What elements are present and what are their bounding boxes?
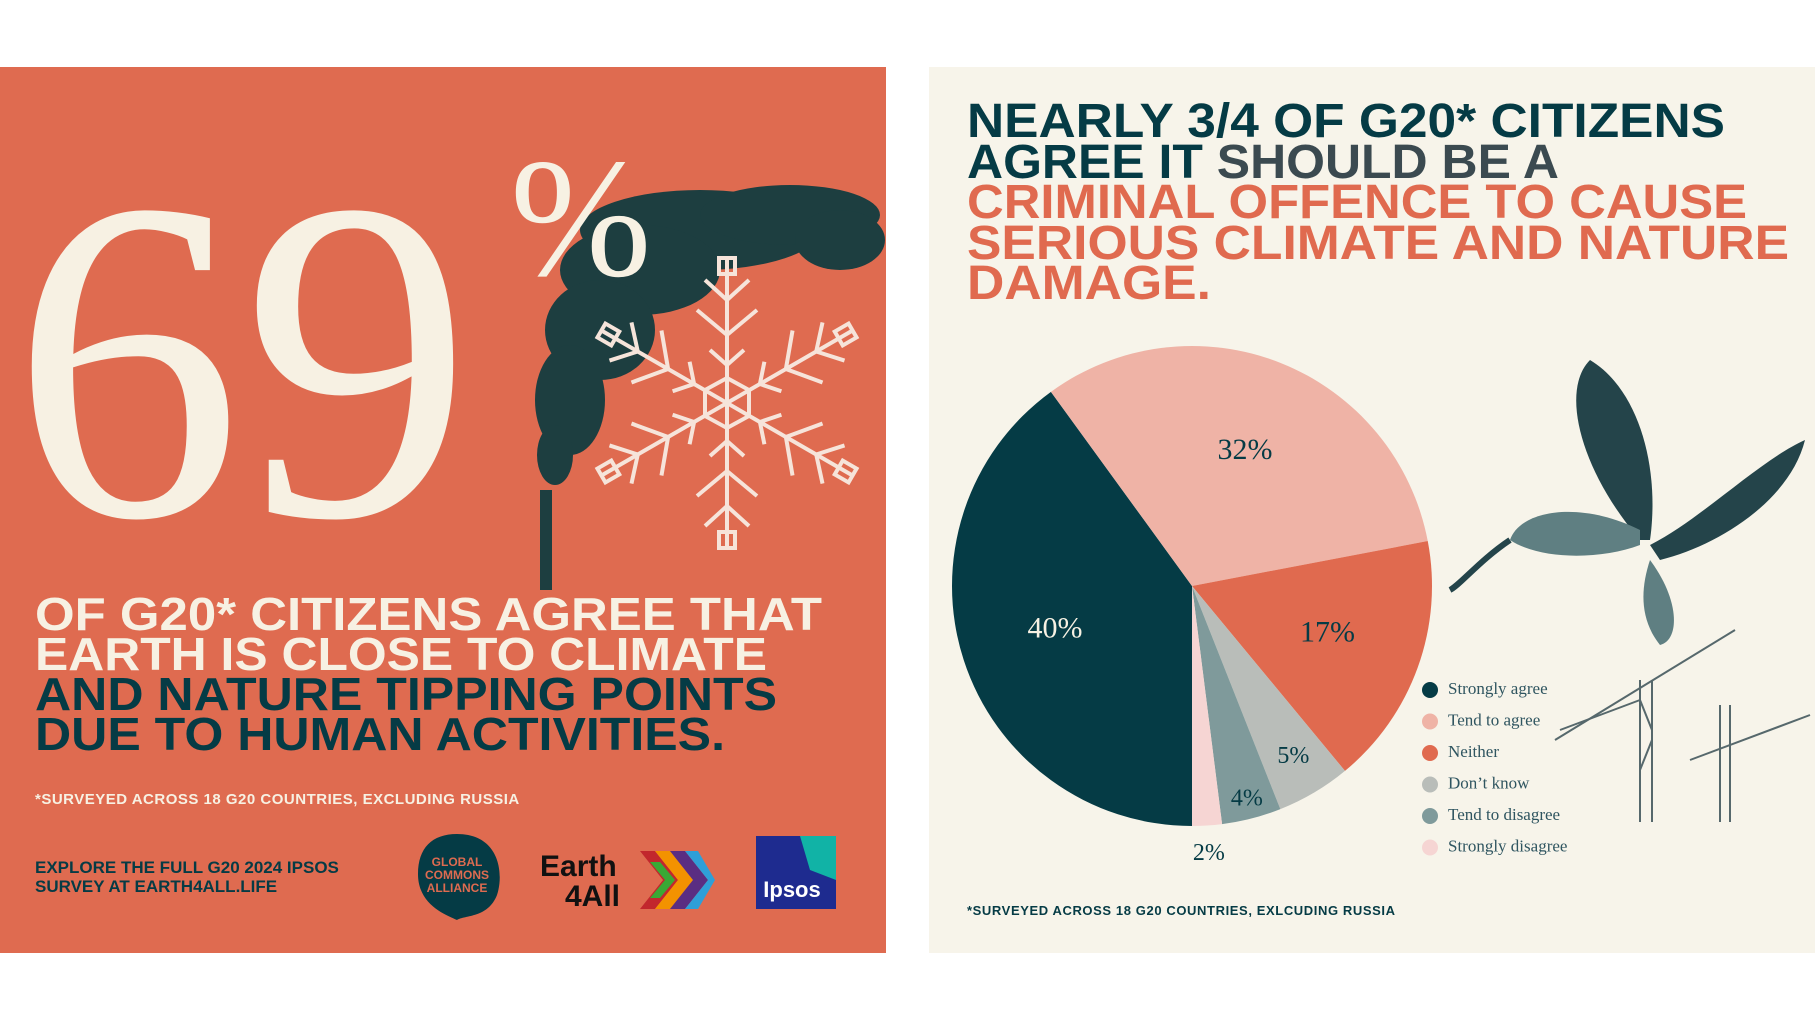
logo-ipsos: Ipsos — [756, 836, 836, 909]
logo-gca: GLOBAL COMMONS ALLIANCE — [418, 834, 500, 920]
pie-slice — [1192, 586, 1345, 810]
legend-label: Strongly disagree — [1448, 836, 1567, 855]
logo-text: ALLIANCE — [427, 881, 488, 895]
logo-text: Earth — [540, 850, 617, 883]
logo-text: COMMONS — [425, 868, 489, 882]
cta-line: EXPLORE THE FULL G20 2024 IPSOS — [35, 858, 339, 877]
chimney — [540, 490, 552, 590]
legend-label: Tend to disagree — [1448, 805, 1560, 824]
headline-line: DUE TO HUMAN ACTIVITIES. — [35, 708, 725, 760]
pie-slice — [1050, 345, 1428, 586]
logo-text: 4All — [565, 880, 620, 913]
headline-line: OF G20* CITIZENS AGREE THAT — [35, 588, 822, 640]
legend-label: Tend to agree — [1448, 710, 1540, 729]
title-line: DAMAGE. — [967, 257, 1211, 310]
snowflake — [584, 256, 870, 550]
headline-line: AND NATURE TIPPING POINTS — [35, 668, 777, 720]
pie-slice — [1192, 541, 1433, 771]
title-part: AGREE IT — [967, 136, 1203, 189]
title-part: DAMAGE. — [967, 257, 1211, 310]
value-label: 17% — [1300, 616, 1355, 649]
legend-swatch — [1422, 745, 1438, 761]
legend-label: Strongly agree — [1448, 679, 1548, 698]
legend-label: Neither — [1448, 742, 1499, 761]
big-number-unit: % — [510, 124, 652, 312]
logo-text: GLOBAL — [432, 855, 483, 869]
pie-slice — [952, 391, 1192, 826]
value-label: 4% — [1231, 785, 1263, 811]
footnote: *SURVEYED ACROSS 18 G20 COUNTRIES, EXLCU… — [967, 903, 1396, 918]
title-line: AGREE IT SHOULD BE A — [967, 136, 1559, 189]
legend-swatch — [1422, 808, 1438, 824]
legend-swatch — [1422, 713, 1438, 730]
smoke — [535, 185, 885, 485]
title-line: SERIOUS CLIMATE AND NATURE — [967, 217, 1789, 270]
headline-line: EARTH IS CLOSE TO CLIMATE — [35, 628, 767, 680]
title-part: SERIOUS CLIMATE AND NATURE — [967, 217, 1789, 270]
title-part: NEARLY 3/4 OF G20* CITIZENS — [967, 95, 1725, 148]
big-number: 69 — [12, 105, 472, 615]
cta-line: SURVEY AT EARTH4ALL.LIFE — [35, 877, 277, 896]
title-line: CRIMINAL OFFENCE TO CAUSE — [967, 176, 1747, 229]
legend-swatch — [1422, 776, 1438, 793]
logo-text: Ipsos — [763, 877, 820, 902]
value-label: 2% — [1193, 840, 1225, 866]
value-label: 40% — [1028, 611, 1083, 644]
legend-swatch — [1422, 682, 1438, 698]
pie-slice — [1192, 586, 1223, 826]
title-part: CRIMINAL OFFENCE TO CAUSE — [967, 176, 1747, 229]
legend: Strongly agree Tend to agree Neither Don’t … — [1422, 679, 1567, 856]
legend-swatch — [1422, 839, 1438, 856]
butterfly — [1448, 360, 1805, 645]
legend-label: Don’t know — [1448, 773, 1530, 792]
pie: 40% 32% 17% 5% 4% 2% — [952, 345, 1433, 866]
cranes — [1554, 629, 1811, 822]
title-part: SHOULD BE A — [1217, 136, 1559, 189]
value-label: 32% — [1218, 433, 1273, 466]
logo-earth4all: Earth 4All — [540, 850, 715, 913]
footnote: *SURVEYED ACROSS 18 G20 COUNTRIES, EXCLU… — [35, 791, 520, 808]
value-label: 5% — [1277, 743, 1309, 769]
title-line: NEARLY 3/4 OF G20* CITIZENS — [967, 95, 1725, 148]
pie-slice — [1192, 586, 1281, 825]
